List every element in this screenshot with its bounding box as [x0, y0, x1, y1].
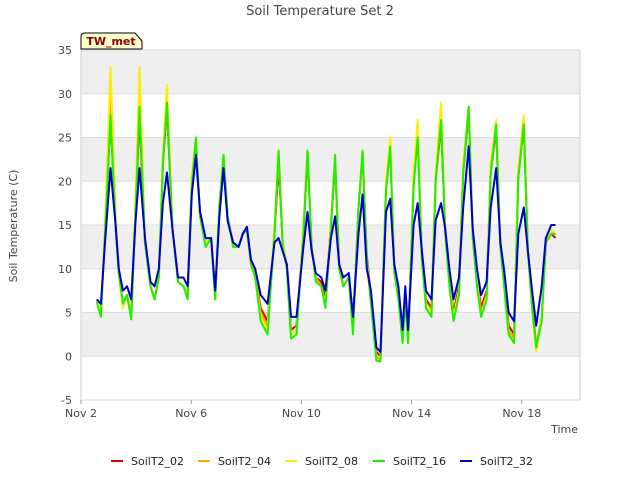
x-tick-label: Nov 10: [282, 407, 321, 420]
station-badge-box: [80, 32, 143, 50]
series-line-soilt2-16: [95, 101, 556, 363]
y-axis-ticks: -5 0 5 10 15 20 25 30 35: [58, 44, 72, 407]
y-tick-label: 20: [58, 175, 72, 188]
x-tick-label: Nov 2: [65, 407, 97, 420]
series-line-soilt2-32: [96, 145, 556, 353]
station-badge: TW_met: [80, 32, 143, 50]
plot-band: [81, 312, 580, 357]
legend-label-soilt2-32: SoilT2_32: [480, 455, 533, 468]
x-axis-label: Time: [550, 423, 578, 436]
plot-band: [81, 137, 580, 182]
legend-label-soilt2-08: SoilT2_08: [305, 455, 358, 468]
x-tick-label: Nov 6: [175, 407, 207, 420]
x-tick-label: Nov 18: [502, 407, 541, 420]
y-tick-label: 30: [58, 88, 72, 101]
y-tick-label: 5: [65, 307, 72, 320]
legend-label-soilt2-16: SoilT2_16: [393, 455, 446, 468]
y-tick-label: 0: [65, 350, 72, 363]
x-tick-label: Nov 14: [392, 407, 431, 420]
series-lines: [95, 66, 557, 363]
x-axis-ticks: Nov 2 Nov 6 Nov 10 Nov 14 Nov 18: [65, 400, 541, 420]
y-tick-label: 35: [58, 44, 72, 57]
legend: SoilT2_02 SoilT2_04 SoilT2_08 SoilT2_16 Soil…: [111, 455, 533, 468]
y-tick-label: 25: [58, 132, 72, 145]
y-tick-label: 15: [58, 219, 72, 232]
y-tick-label: 10: [58, 263, 72, 276]
legend-label-soilt2-04: SoilT2_04: [218, 455, 271, 468]
y-axis-label: Soil Temperature (C): [7, 170, 20, 283]
plot-band: [81, 50, 580, 94]
legend-label-soilt2-02: SoilT2_02: [131, 455, 184, 468]
chart-title: Soil Temperature Set 2: [246, 4, 394, 19]
station-badge-label: TW_met: [86, 35, 135, 48]
y-tick-label: -5: [61, 394, 72, 407]
